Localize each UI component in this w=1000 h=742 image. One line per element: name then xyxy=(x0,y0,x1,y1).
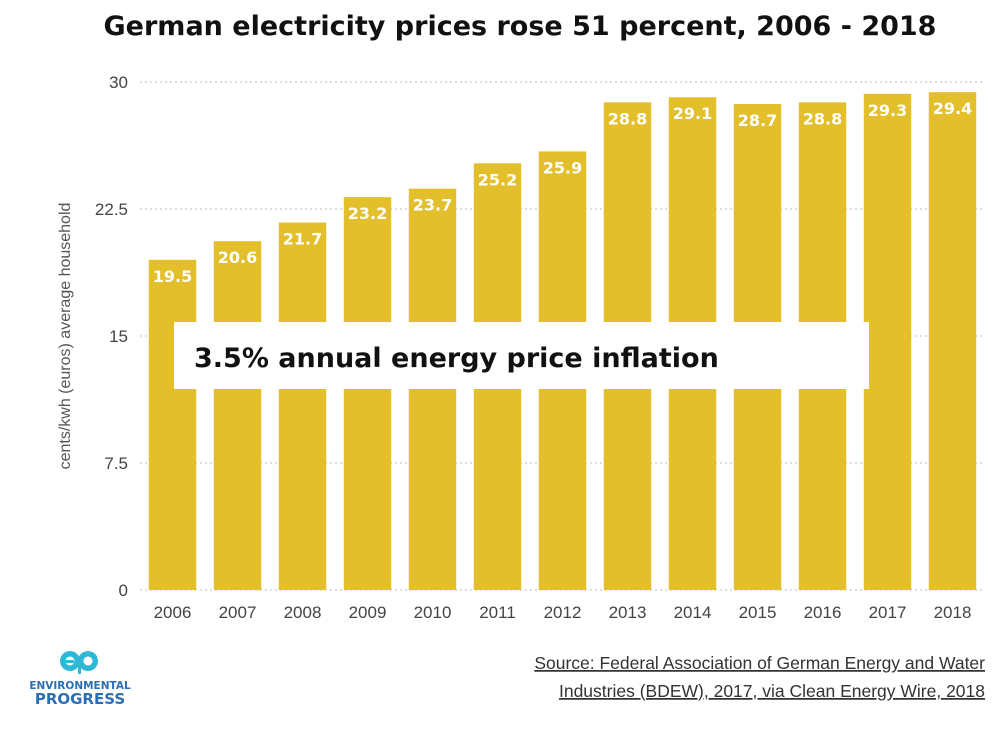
data-label-2018: 29.4 xyxy=(933,99,972,118)
data-label-2010: 23.7 xyxy=(413,196,452,215)
y-tick-label: 7.5 xyxy=(104,454,128,473)
annotation-text: 3.5% annual energy price inflation xyxy=(194,343,719,374)
bar-2007 xyxy=(213,241,262,590)
data-label-2007: 20.6 xyxy=(218,248,257,267)
data-label-2009: 23.2 xyxy=(348,204,387,223)
x-tick-label: 2008 xyxy=(284,603,322,622)
y-tick-label: 0 xyxy=(119,581,128,600)
bar-2010 xyxy=(408,188,457,590)
source-line-2: Industries (BDEW), 2017, via Clean Energ… xyxy=(559,681,985,701)
x-tick-label: 2016 xyxy=(804,603,842,622)
logo: ENVIRONMENTAL PROGRESS xyxy=(29,651,131,708)
bar-2006 xyxy=(148,259,197,590)
data-label-2015: 28.7 xyxy=(738,111,777,130)
x-tick-label: 2006 xyxy=(154,603,192,622)
y-tick-label: 15 xyxy=(109,327,128,346)
x-tick-label: 2009 xyxy=(349,603,387,622)
x-tick-label: 2015 xyxy=(739,603,777,622)
source-line-1: Source: Federal Association of German En… xyxy=(534,653,985,673)
logo-line1: ENVIRONMENTAL xyxy=(29,680,131,692)
ep-logo-icon xyxy=(60,651,98,674)
x-tick-label: 2018 xyxy=(934,603,972,622)
x-tick-label: 2010 xyxy=(414,603,452,622)
x-tick-label: 2011 xyxy=(479,603,516,622)
y-axis-ticks: 0 7.5 15 22.5 30 xyxy=(95,73,128,600)
data-label-2008: 21.7 xyxy=(283,230,322,249)
x-tick-label: 2012 xyxy=(544,603,582,622)
data-label-2006: 19.5 xyxy=(153,267,192,286)
data-label-2013: 28.8 xyxy=(608,109,647,128)
x-tick-label: 2013 xyxy=(609,603,647,622)
data-label-2016: 28.8 xyxy=(803,109,842,128)
y-tick-label: 30 xyxy=(109,73,128,92)
data-label-2011: 25.2 xyxy=(478,170,517,189)
data-label-2012: 25.9 xyxy=(543,158,582,177)
y-tick-label: 22.5 xyxy=(95,200,128,219)
x-tick-label: 2017 xyxy=(869,603,907,622)
bars: 19.5 20.6 21.7 23.2 23.7 25.2 25.9 28.8 29.1 28.7… xyxy=(148,92,977,591)
data-label-2014: 29.1 xyxy=(673,104,712,123)
bar-2018 xyxy=(928,92,977,590)
bar-2008 xyxy=(278,222,327,590)
y-axis-label: cents/kwh (euros) average household xyxy=(57,203,74,470)
data-label-2017: 29.3 xyxy=(868,101,907,120)
x-tick-label: 2007 xyxy=(219,603,257,622)
annotation-box xyxy=(174,322,869,389)
bar-2009 xyxy=(343,197,392,590)
chart-title: German electricity prices rose 51 percen… xyxy=(104,11,937,42)
x-tick-label: 2014 xyxy=(674,603,712,622)
logo-line2: PROGRESS xyxy=(35,690,125,708)
bar-2017 xyxy=(863,93,912,590)
x-axis-ticks: 2006 2007 2008 2009 2010 2011 2012 2013 2014 2015… xyxy=(154,603,972,622)
